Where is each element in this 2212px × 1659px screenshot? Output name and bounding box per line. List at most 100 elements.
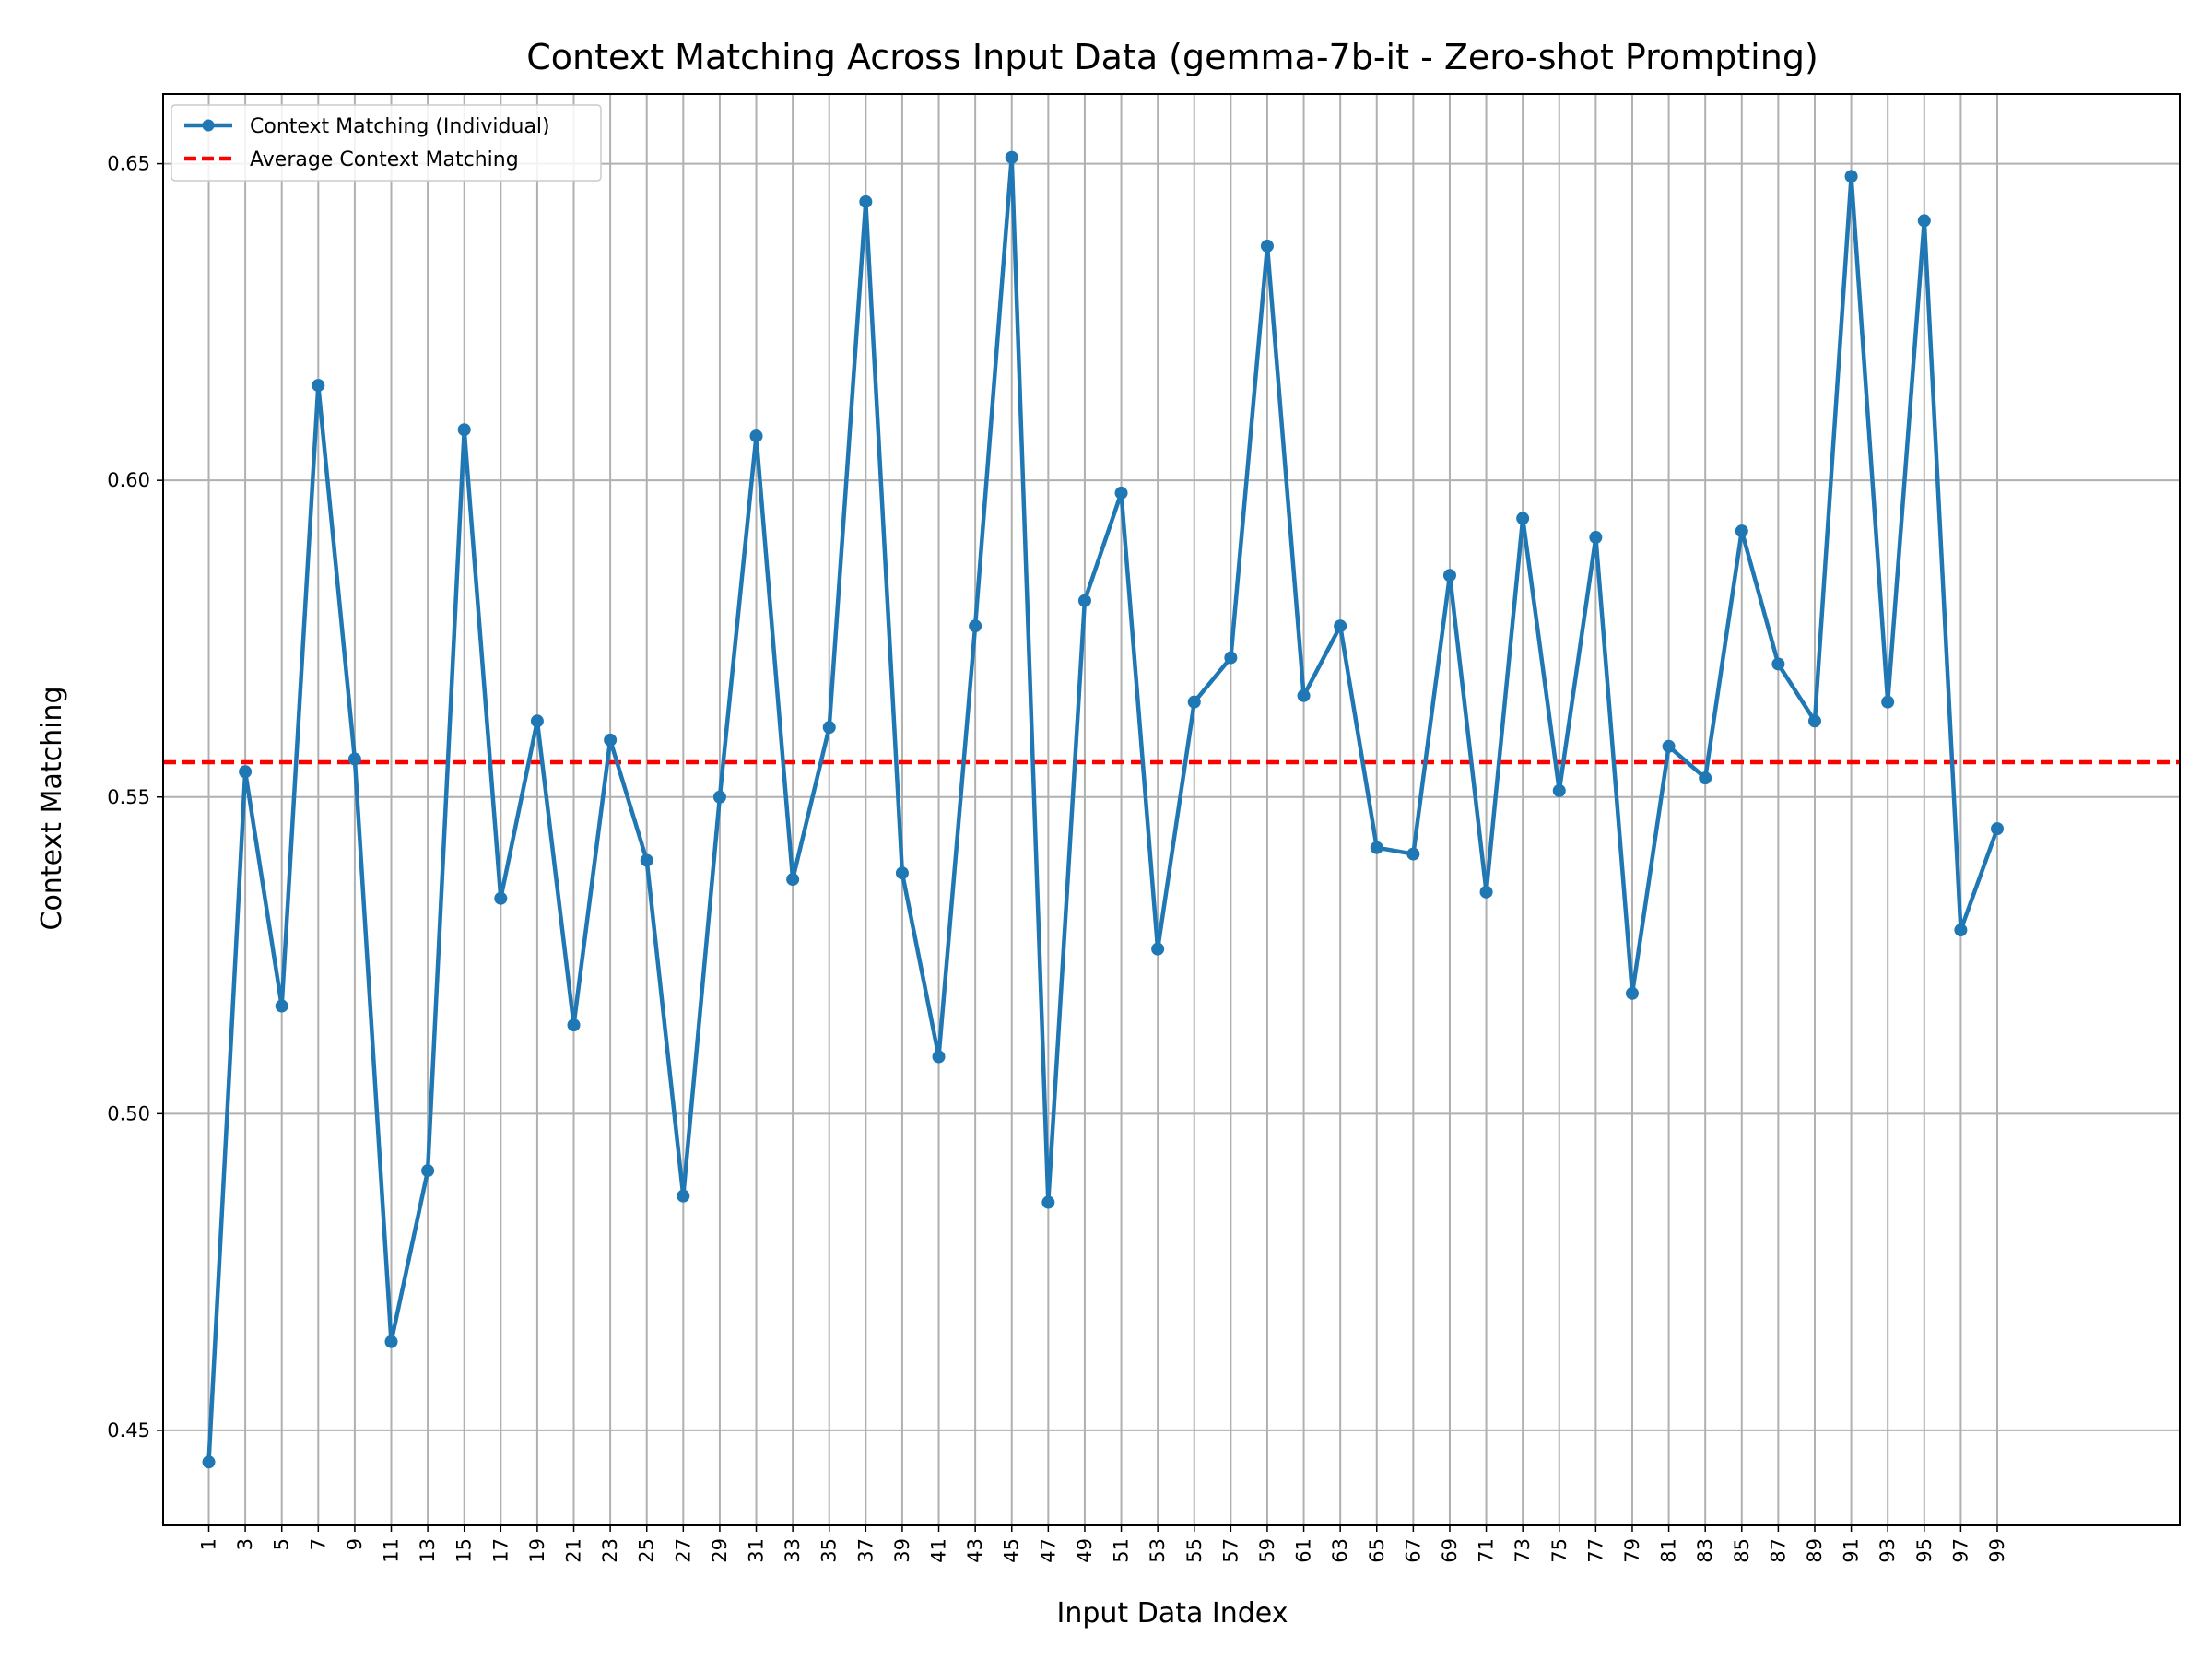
data-point xyxy=(1954,924,1968,937)
plot-frame xyxy=(162,93,2181,1526)
x-tick-label: 95 xyxy=(1913,1538,1936,1563)
legend-marker-individual xyxy=(202,119,215,132)
x-tick-label: 89 xyxy=(1804,1538,1826,1563)
data-point xyxy=(932,1050,946,1064)
data-point xyxy=(1334,619,1347,633)
x-tick-label: 59 xyxy=(1256,1538,1278,1563)
data-point xyxy=(567,1018,581,1032)
data-point xyxy=(1881,695,1895,709)
data-point xyxy=(1479,885,1493,899)
data-point xyxy=(822,721,836,735)
x-tick-label: 69 xyxy=(1439,1538,1461,1563)
data-point xyxy=(1917,214,1931,228)
x-tick-label: 97 xyxy=(1949,1538,1971,1563)
data-point xyxy=(1662,739,1676,753)
x-tick-label: 5 xyxy=(271,1538,293,1550)
ticks: 1 3 5 7 9 11 13 15 17 19 21 23 25 27 29 31 33 35 37 39 41 43 4… xyxy=(107,153,2008,1563)
x-tick-label: 75 xyxy=(1548,1538,1571,1563)
data-point xyxy=(1151,942,1165,956)
x-tick-label: 11 xyxy=(381,1538,403,1563)
data-point xyxy=(895,866,909,880)
data-point xyxy=(275,999,288,1013)
data-point xyxy=(1516,512,1530,525)
data-point xyxy=(1589,531,1603,545)
y-tick-label: 0.65 xyxy=(107,153,150,175)
data-point xyxy=(1552,783,1566,797)
x-tick-label: 61 xyxy=(1293,1538,1315,1563)
x-tick-label: 35 xyxy=(818,1538,841,1563)
y-tick-label: 0.55 xyxy=(107,786,150,808)
data-point xyxy=(604,733,618,747)
x-tick-label: 41 xyxy=(928,1538,950,1563)
x-tick-label: 85 xyxy=(1731,1538,1753,1563)
x-tick-label: 17 xyxy=(489,1538,512,1563)
x-tick-label: 55 xyxy=(1183,1538,1206,1563)
data-point xyxy=(1442,569,1456,582)
x-tick-label: 29 xyxy=(709,1538,731,1563)
x-tick-label: 33 xyxy=(782,1538,804,1563)
x-tick-label: 47 xyxy=(1037,1538,1059,1563)
data-point xyxy=(1844,170,1858,183)
x-tick-label: 83 xyxy=(1694,1538,1716,1563)
series-line xyxy=(206,155,2000,1463)
data-point xyxy=(1297,688,1311,702)
x-tick-label: 63 xyxy=(1329,1538,1351,1563)
data-point xyxy=(202,1455,216,1469)
x-tick-label: 25 xyxy=(636,1538,658,1563)
data-point xyxy=(312,379,325,393)
x-axis-label: Input Data Index xyxy=(1057,1597,1288,1630)
x-tick-label: 23 xyxy=(599,1538,621,1563)
x-tick-label: 37 xyxy=(854,1538,877,1563)
data-point xyxy=(347,752,361,766)
x-tick-label: 7 xyxy=(307,1538,329,1550)
data-point xyxy=(1771,657,1785,671)
data-point xyxy=(239,765,253,779)
x-tick-label: 73 xyxy=(1512,1538,1534,1563)
x-tick-label: 27 xyxy=(672,1538,694,1563)
data-point xyxy=(457,423,471,437)
x-tick-label: 45 xyxy=(1001,1538,1023,1563)
x-tick-label: 13 xyxy=(417,1538,439,1563)
data-point xyxy=(969,619,982,633)
data-point xyxy=(530,714,544,728)
x-tick-label: 65 xyxy=(1366,1538,1388,1563)
x-tick-label: 79 xyxy=(1621,1538,1643,1563)
legend-box xyxy=(171,104,602,182)
data-point xyxy=(1187,695,1201,709)
x-tick-label: 67 xyxy=(1402,1538,1424,1563)
data-point xyxy=(1114,486,1128,500)
x-tick-label: 51 xyxy=(1111,1538,1133,1563)
data-point xyxy=(421,1164,435,1178)
chart-title: Context Matching Across Input Data (gemm… xyxy=(526,37,1818,77)
x-tick-label: 93 xyxy=(1877,1538,1899,1563)
legend-label-average: Average Context Matching xyxy=(250,148,519,171)
data-point xyxy=(640,853,653,867)
x-tick-label: 39 xyxy=(891,1538,913,1563)
data-point xyxy=(1260,239,1274,253)
x-tick-label: 81 xyxy=(1658,1538,1680,1563)
grid xyxy=(163,94,2180,1525)
y-tick-label: 0.45 xyxy=(107,1419,150,1441)
x-tick-label: 49 xyxy=(1074,1538,1096,1563)
y-tick-label: 0.60 xyxy=(107,469,150,491)
data-point xyxy=(749,429,763,443)
legend-label-individual: Context Matching (Individual) xyxy=(250,115,550,138)
data-point xyxy=(1370,841,1383,854)
data-point xyxy=(1406,847,1420,861)
x-tick-label: 3 xyxy=(234,1538,256,1550)
x-tick-label: 87 xyxy=(1767,1538,1789,1563)
data-point xyxy=(1990,822,2004,836)
x-tick-label: 71 xyxy=(1476,1538,1498,1563)
data-point xyxy=(1625,986,1639,1000)
data-point xyxy=(1807,714,1821,728)
x-tick-label: 43 xyxy=(964,1538,986,1563)
data-point xyxy=(712,790,726,804)
x-tick-label: 77 xyxy=(1584,1538,1606,1563)
y-tick-label: 0.50 xyxy=(107,1102,150,1124)
data-point xyxy=(1735,524,1748,538)
x-tick-label: 57 xyxy=(1219,1538,1241,1563)
x-tick-label: 31 xyxy=(746,1538,768,1563)
data-point xyxy=(1005,150,1018,164)
